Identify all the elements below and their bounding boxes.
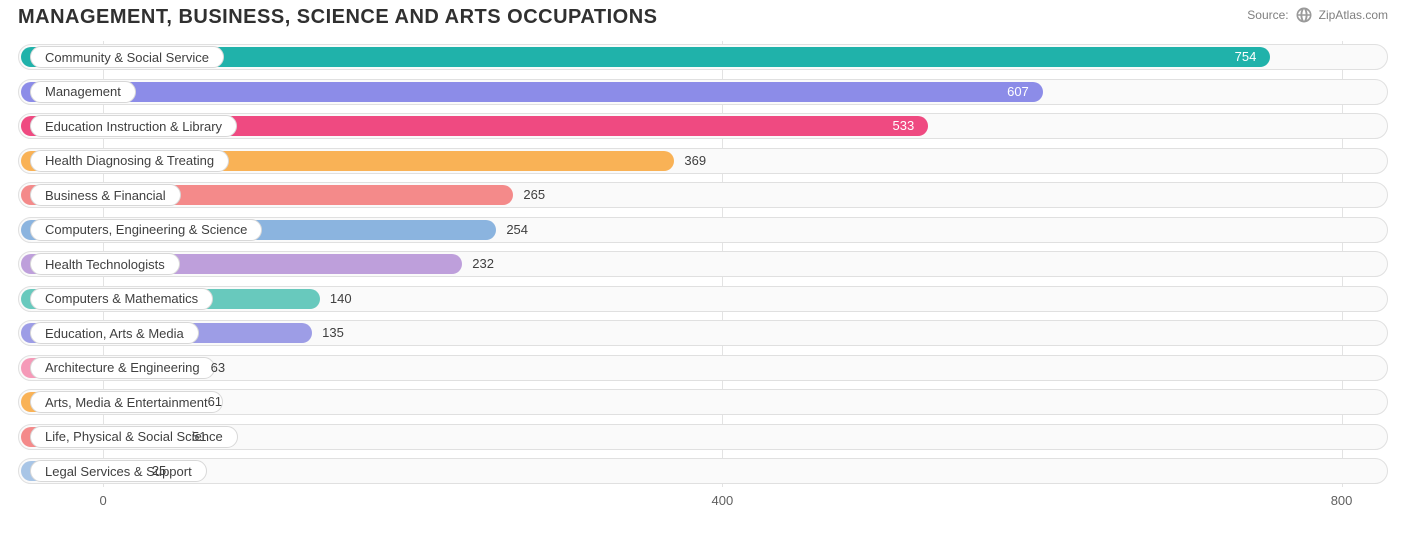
source-label: Source:: [1247, 8, 1288, 22]
bar-value-label: 369: [684, 153, 706, 168]
bar-row: Business & Financial 265: [18, 181, 1388, 209]
bar-value-label: 25: [152, 463, 166, 478]
bar-row: Arts, Media & Entertainment61: [18, 388, 1388, 416]
bar-row: Health Technologists 232: [18, 250, 1388, 278]
bar-value-label: 607: [1007, 84, 1029, 99]
bar-category-chip: Computers & Mathematics: [30, 288, 213, 310]
bar-category-chip: Life, Physical & Social Science: [30, 426, 238, 448]
bar-value-label: 533: [893, 118, 915, 133]
bar-row: Architecture & Engineering63: [18, 354, 1388, 382]
bar-value-label: 254: [506, 222, 528, 237]
bar-value-label: 51: [192, 429, 206, 444]
bar-fill: [21, 82, 1043, 102]
chart-title: MANAGEMENT, BUSINESS, SCIENCE AND ARTS O…: [18, 6, 657, 29]
chart-area: Community & Social Service 754 Management 6…: [0, 37, 1406, 547]
bar-row: Health Diagnosing & Treating 369: [18, 147, 1388, 175]
bar-category-chip: Business & Financial: [30, 184, 181, 206]
bar-track: [18, 389, 1388, 415]
bar-value-label: 232: [472, 256, 494, 271]
bar-row: Education Instruction & Library 533: [18, 112, 1388, 140]
x-tick-label: 400: [711, 493, 733, 508]
bar-category-chip: Computers, Engineering & Science: [30, 219, 262, 241]
bars-container: Community & Social Service 754 Management 6…: [18, 41, 1388, 487]
bar-row: Computers, Engineering & Science 254: [18, 216, 1388, 244]
plot: Community & Social Service 754 Management 6…: [18, 41, 1388, 521]
bar-category-chip: Health Diagnosing & Treating: [30, 150, 229, 172]
bar-category-chip: Health Technologists: [30, 253, 180, 275]
bar-category-chip: Management: [30, 81, 136, 103]
bar-value-label: 265: [523, 187, 545, 202]
source-name: ZipAtlas.com: [1319, 8, 1388, 22]
bar-value-label: 63: [211, 360, 225, 375]
bar-row: Community & Social Service 754: [18, 43, 1388, 71]
x-tick-label: 0: [100, 493, 107, 508]
bar-category-chip: Education Instruction & Library: [30, 115, 237, 137]
bar-row: Management 607: [18, 78, 1388, 106]
bar-value-label: 135: [322, 325, 344, 340]
chart-header: MANAGEMENT, BUSINESS, SCIENCE AND ARTS O…: [0, 0, 1406, 37]
bar-category-chip: Education, Arts & Media: [30, 322, 199, 344]
bar-value-label: 61: [208, 394, 222, 409]
bar-row: Education, Arts & Media 135: [18, 319, 1388, 347]
bar-row: Life, Physical & Social Science51: [18, 423, 1388, 451]
bar-category-chip: Arts, Media & Entertainment: [30, 391, 223, 413]
bar-category-chip: Legal Services & Support: [30, 460, 207, 482]
globe-icon: [1295, 6, 1313, 24]
bar-value-label: 754: [1235, 49, 1257, 64]
bar-value-label: 140: [330, 291, 352, 306]
source-attribution: Source: ZipAtlas.com: [1247, 6, 1388, 24]
bar-track: [18, 458, 1388, 484]
x-axis: 0 400 800: [18, 487, 1388, 521]
bar-row: Computers & Mathematics 140: [18, 285, 1388, 313]
bar-row: Legal Services & Support25: [18, 457, 1388, 485]
bar-category-chip: Community & Social Service: [30, 46, 224, 68]
bar-category-chip: Architecture & Engineering: [30, 357, 215, 379]
x-tick-label: 800: [1331, 493, 1353, 508]
